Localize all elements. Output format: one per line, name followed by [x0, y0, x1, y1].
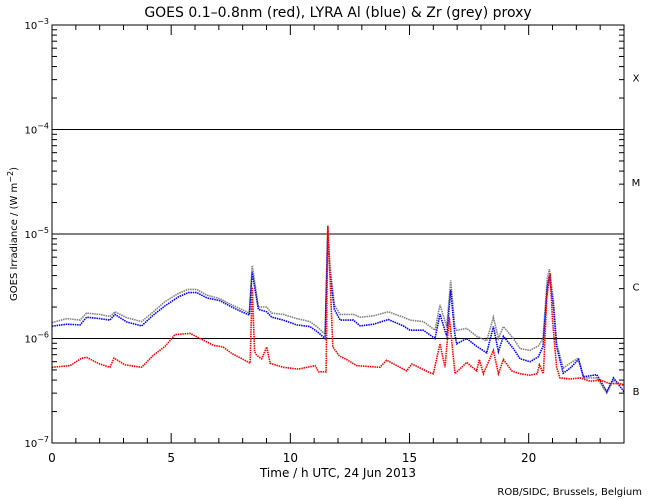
x-tick-label: 5 — [167, 451, 175, 465]
y-tick-label-exp: −6 — [37, 331, 49, 340]
x-tick-label: 10 — [283, 451, 298, 465]
y-tick-labels: 10−310−410−510−610−7 — [24, 17, 49, 450]
flare-class-c: C — [633, 282, 640, 293]
x-tick-label: 15 — [402, 451, 417, 465]
y-tick-label: 10−7 — [24, 435, 49, 450]
y-axis-label: GOES Irradiance / (W m−2) — [6, 167, 20, 301]
flare-class-m: M — [632, 178, 641, 189]
y-tick-label: 10−3 — [24, 17, 49, 32]
chart-title: GOES 0.1–0.8nm (red), LYRA Al (blue) & Z… — [144, 5, 531, 21]
y-tick-label-base: 10 — [24, 230, 37, 241]
flare-class-labels: X M C B — [632, 73, 641, 398]
threshold-lines — [52, 129, 624, 339]
y-tick-label: 10−5 — [24, 226, 49, 241]
x-tick-label: 20 — [521, 451, 536, 465]
series-line-goes-0-1-0-8nm — [51, 225, 625, 386]
series-line-lyra-zr-proxy — [51, 225, 625, 395]
x-tick-label: 0 — [48, 451, 56, 465]
x-tick-labels: 0 5 10 15 20 — [48, 451, 536, 465]
y-tick-label-exp: −3 — [37, 17, 49, 26]
flare-class-b: B — [633, 387, 640, 398]
flare-class-x: X — [633, 73, 640, 84]
y-tick-label-exp: −4 — [37, 122, 49, 131]
y-tick-label-exp: −5 — [37, 226, 49, 235]
y-tick-label-base: 10 — [24, 335, 37, 346]
x-axis-label: Time / h UTC, 24 Jun 2013 — [259, 466, 416, 480]
y-tick-label-base: 10 — [24, 439, 37, 450]
y-axis-label-exp: −2 — [6, 171, 15, 183]
y-axis-label-end: ) — [9, 167, 20, 171]
credit-text: ROB/SIDC, Brussels, Belgium — [497, 487, 642, 498]
y-tick-label: 10−4 — [24, 122, 49, 137]
y-tick-label-exp: −7 — [37, 435, 49, 444]
plot-frame — [51, 24, 625, 444]
y-axis-label-text: GOES Irradiance / (W m — [9, 183, 20, 301]
series-layer — [51, 225, 625, 395]
series-line-lyra-al-proxy — [51, 231, 625, 394]
y-tick-label-base: 10 — [24, 126, 37, 137]
y-tick-label: 10−6 — [24, 331, 49, 346]
y-tick-label-base: 10 — [24, 21, 37, 32]
